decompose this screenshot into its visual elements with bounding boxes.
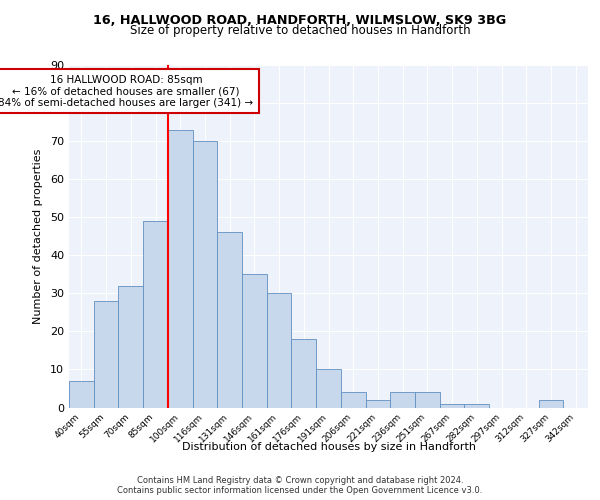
- Bar: [440, 404, 464, 407]
- Text: Distribution of detached houses by size in Handforth: Distribution of detached houses by size …: [182, 442, 476, 452]
- Bar: [390, 392, 415, 407]
- Bar: [193, 141, 217, 407]
- Bar: [316, 370, 341, 408]
- Bar: [415, 392, 440, 407]
- Bar: [267, 294, 292, 408]
- Bar: [168, 130, 193, 407]
- Bar: [143, 221, 168, 408]
- Bar: [292, 339, 316, 407]
- Bar: [365, 400, 390, 407]
- Text: 16, HALLWOOD ROAD, HANDFORTH, WILMSLOW, SK9 3BG: 16, HALLWOOD ROAD, HANDFORTH, WILMSLOW, …: [94, 14, 506, 27]
- Bar: [539, 400, 563, 407]
- Bar: [94, 301, 118, 408]
- Bar: [118, 286, 143, 408]
- Y-axis label: Number of detached properties: Number of detached properties: [33, 148, 43, 324]
- Bar: [217, 232, 242, 408]
- Bar: [242, 274, 267, 407]
- Text: Size of property relative to detached houses in Handforth: Size of property relative to detached ho…: [130, 24, 470, 37]
- Bar: [69, 381, 94, 407]
- Text: Contains public sector information licensed under the Open Government Licence v3: Contains public sector information licen…: [118, 486, 482, 495]
- Bar: [464, 404, 489, 407]
- Text: Contains HM Land Registry data © Crown copyright and database right 2024.: Contains HM Land Registry data © Crown c…: [137, 476, 463, 485]
- Text: 16 HALLWOOD ROAD: 85sqm
← 16% of detached houses are smaller (67)
84% of semi-de: 16 HALLWOOD ROAD: 85sqm ← 16% of detache…: [0, 74, 253, 108]
- Bar: [341, 392, 365, 407]
